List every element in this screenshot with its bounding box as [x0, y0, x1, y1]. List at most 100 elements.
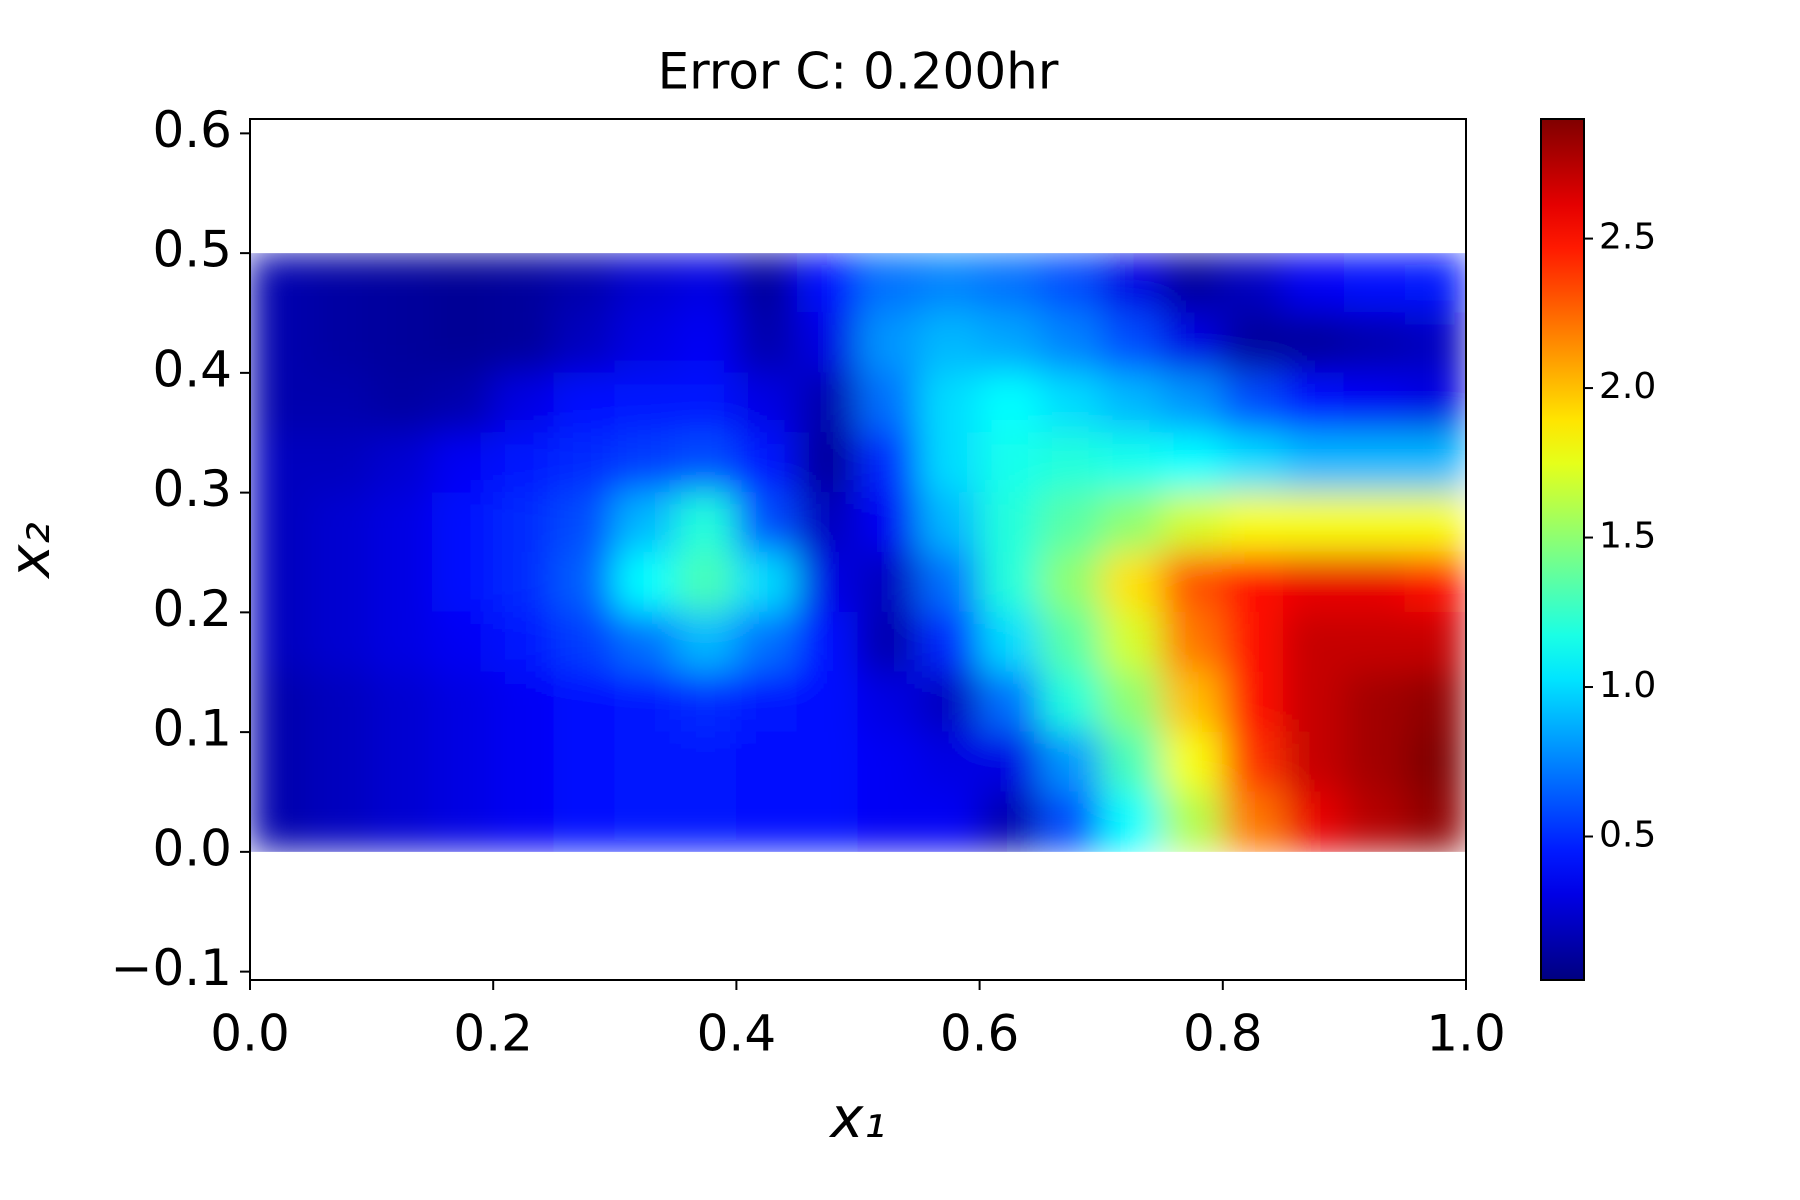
heat-cell [492, 312, 555, 374]
y-axis-label: x₂ [0, 522, 63, 580]
heat-cell [1161, 611, 1224, 673]
heat-cell [614, 791, 677, 852]
heat-cell [431, 551, 494, 613]
heat-cell [310, 372, 373, 434]
heat-cell [310, 671, 373, 733]
heat-cell [979, 791, 1041, 852]
heat-cell [431, 372, 494, 434]
heat-cell [1100, 551, 1163, 613]
heat-cell [735, 731, 798, 793]
heat-cell [796, 312, 859, 374]
x-tick-label: 0.8 [1183, 1005, 1263, 1063]
heat-cell [1283, 312, 1345, 374]
heat-cell [310, 551, 373, 613]
heat-cell [553, 312, 616, 374]
heat-cell [796, 731, 859, 793]
heat-cell [675, 671, 737, 733]
heat-cell [857, 432, 920, 494]
heat-cell [735, 492, 798, 553]
heat-cell [1283, 372, 1345, 434]
heat-cell [796, 253, 859, 314]
heat-cell [250, 432, 312, 494]
heat-cell [979, 551, 1041, 613]
heat-cell [431, 791, 494, 852]
heat-cell [1404, 791, 1466, 852]
heat-cell [735, 551, 798, 613]
heat-cell [492, 671, 555, 733]
heat-cell [371, 551, 433, 613]
heat-cell [979, 312, 1041, 374]
heat-cell [1404, 551, 1466, 613]
heat-cell [918, 432, 981, 494]
heat-cell [614, 372, 677, 434]
heat-cell [553, 791, 616, 852]
heat-cell [492, 492, 555, 553]
heat-cell [1161, 432, 1224, 494]
heat-cell [250, 671, 312, 733]
heat-cell [675, 731, 737, 793]
heat-cell [675, 312, 737, 374]
heatmap-cells [250, 253, 1466, 852]
heat-cell [431, 731, 494, 793]
colorbar [1540, 118, 1585, 981]
heat-cell [735, 791, 798, 852]
heat-cell [675, 372, 737, 434]
heat-cell [857, 372, 920, 434]
heat-cell [979, 253, 1041, 314]
heat-cell [1100, 312, 1163, 374]
heat-cell [735, 312, 798, 374]
heat-cell [431, 611, 494, 673]
heat-cell [979, 492, 1041, 553]
heat-cell [1404, 432, 1466, 494]
heat-cell [1161, 791, 1224, 852]
heat-cell [1039, 253, 1102, 314]
x-tick-label: 0.2 [453, 1005, 533, 1063]
heat-cell [1039, 372, 1102, 434]
heat-cell [675, 492, 737, 553]
heat-cell [735, 253, 798, 314]
heat-cell [918, 253, 981, 314]
heat-cell [553, 551, 616, 613]
heat-cell [675, 253, 737, 314]
heat-cell [1283, 791, 1345, 852]
heat-cell [431, 432, 494, 494]
heat-cell [796, 492, 859, 553]
heat-cell [675, 611, 737, 673]
heat-cell [1161, 312, 1224, 374]
colorbar-tick-label: 2.5 [1599, 217, 1656, 258]
heat-cell [431, 671, 494, 733]
heat-cell [1039, 432, 1102, 494]
heat-cell [371, 253, 433, 314]
heat-cell [796, 432, 859, 494]
heat-cell [614, 611, 677, 673]
heat-cell [250, 791, 312, 852]
heat-cell [310, 312, 373, 374]
heat-cell [1283, 432, 1345, 494]
heat-cell [492, 791, 555, 852]
axes-frame [249, 118, 1467, 981]
heat-cell [1404, 253, 1466, 314]
heat-cell [1161, 731, 1224, 793]
heat-cell [675, 791, 737, 852]
colorbar-tick-label: 1.5 [1599, 516, 1656, 557]
heat-cell [553, 731, 616, 793]
heat-cell [1100, 492, 1163, 553]
x-tick-label: 0.0 [210, 1005, 290, 1063]
heat-cell [492, 731, 555, 793]
heat-cell [1222, 671, 1285, 733]
heat-cell [1343, 372, 1406, 434]
colorbar-tick-label: 0.5 [1599, 815, 1656, 856]
heat-cell [1039, 551, 1102, 613]
heat-cell [1100, 432, 1163, 494]
heat-cell [857, 253, 920, 314]
heat-cell [250, 731, 312, 793]
heat-cell [979, 372, 1041, 434]
y-tick-label: −0.1 [111, 939, 232, 997]
heat-cell [553, 432, 616, 494]
heat-cell [735, 372, 798, 434]
heat-cell [614, 551, 677, 613]
heat-cell [796, 791, 859, 852]
heat-cell [492, 432, 555, 494]
heat-cell [1039, 731, 1102, 793]
y-tick-label: 0.6 [152, 101, 232, 159]
